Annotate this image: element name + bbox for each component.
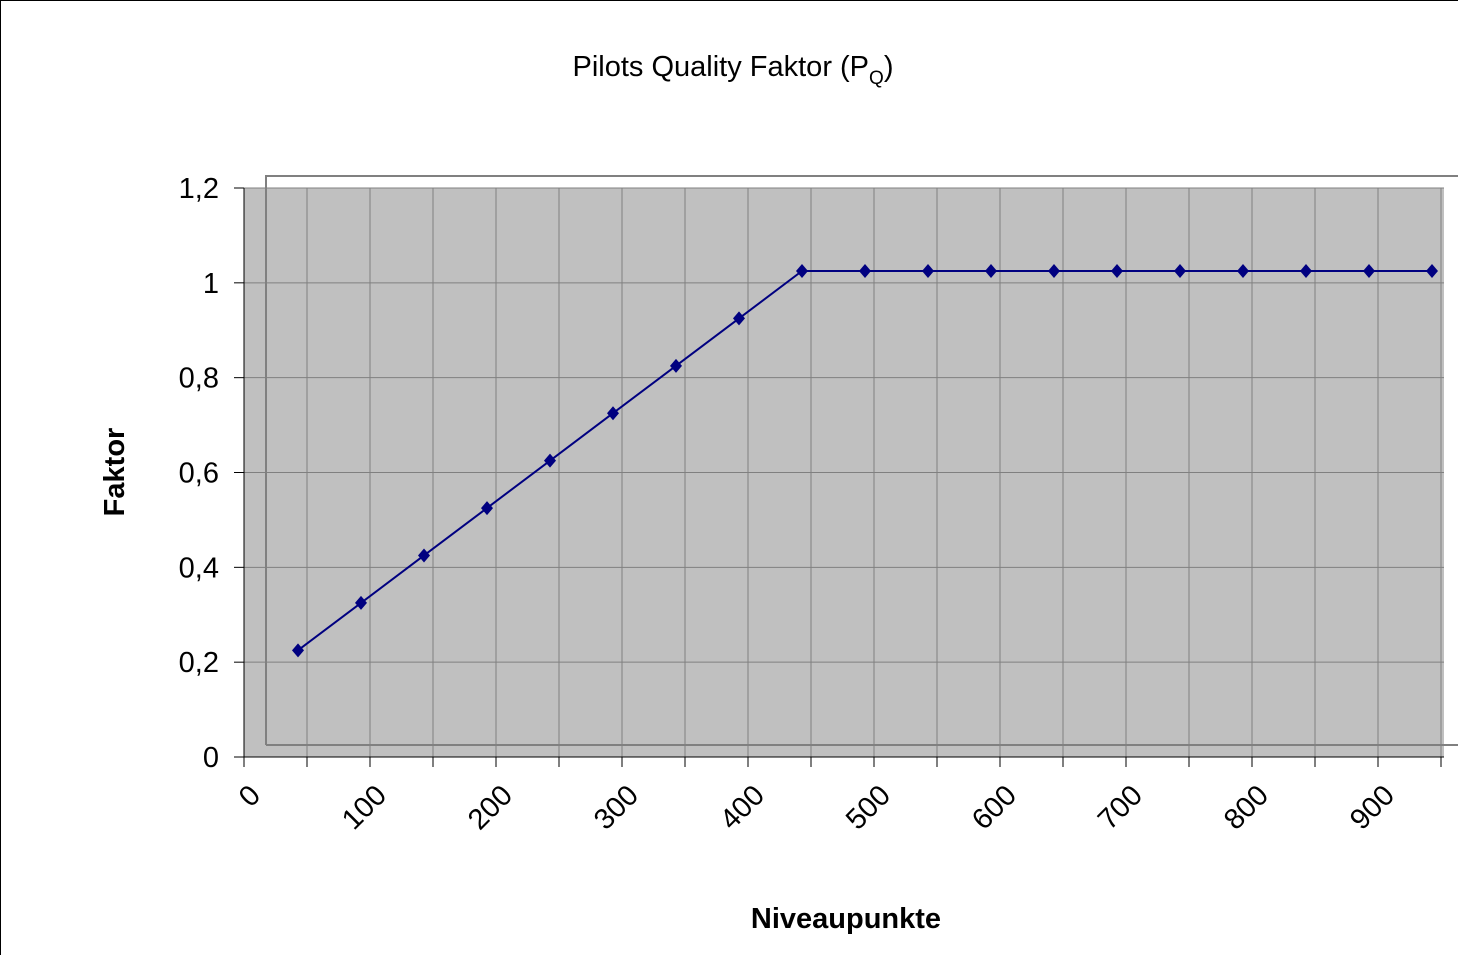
point-marker [922,263,934,278]
point-marker [1174,263,1186,278]
point-marker [418,548,430,563]
point-marker [1048,263,1060,278]
y-tick-label: 1 [203,268,219,300]
y-tick-label: 0 [203,742,219,774]
point-marker [859,263,871,278]
point-marker [292,643,304,658]
y-tick-label: 0,2 [179,647,219,679]
point-marker [1237,263,1249,278]
point-marker [544,453,556,468]
point-marker [355,595,367,610]
point-marker [796,263,808,278]
point-marker [481,501,493,516]
point-marker [607,406,619,421]
point-marker [1363,263,1375,278]
plot-frame [265,175,1458,746]
y-tick-label: 0,8 [179,363,219,395]
chart-title: Pilots Quality Faktor (PQ) [573,51,894,89]
point-marker [733,311,745,326]
y-axis-label: Faktor [99,428,131,517]
x-axis-label: Niveaupunkte [751,903,941,935]
point-marker [1111,263,1123,278]
point-marker [670,358,682,373]
point-marker [985,263,997,278]
y-tick-label: 0,6 [179,458,219,490]
point-marker [1300,263,1312,278]
y-tick-label: 1,2 [179,173,219,205]
point-marker [1426,263,1438,278]
y-tick-label: 0,4 [179,552,219,584]
